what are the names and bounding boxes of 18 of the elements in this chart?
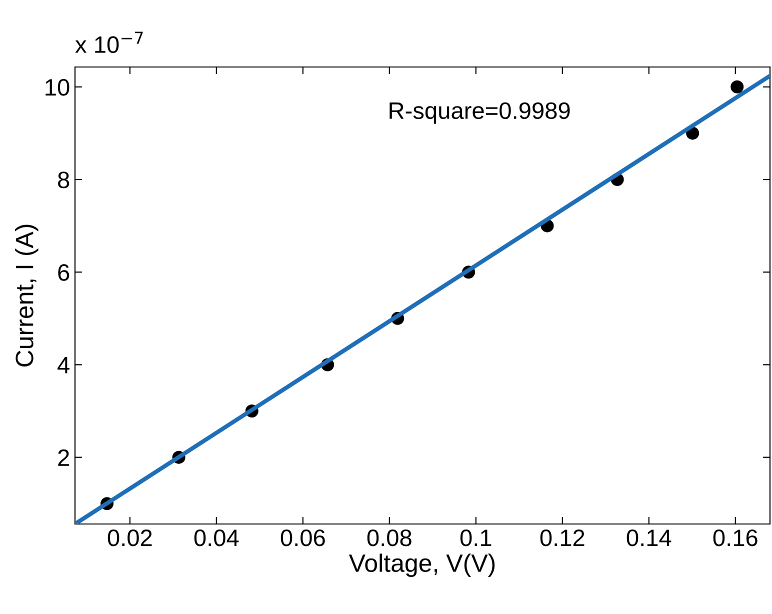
x-tick-label: 0.02 xyxy=(108,529,152,546)
x-tick-label: 0.12 xyxy=(540,529,584,546)
y-tick-label: 10 xyxy=(46,78,70,96)
x-tick-label: 0.06 xyxy=(280,529,325,546)
y-tick-label: 8 xyxy=(58,172,70,188)
x-tick-label: 0.14 xyxy=(626,529,672,546)
x-tick-label: 0.08 xyxy=(367,529,412,546)
x-tick-label: 0.16 xyxy=(713,529,758,546)
annotation: R-square=0.9989 xyxy=(390,102,570,124)
x-tick-label: 0.04 xyxy=(194,529,239,546)
text: x 10$^{−7}$ xyxy=(75,32,143,54)
point xyxy=(730,80,744,94)
x-tick-label: 0.1 xyxy=(460,529,492,546)
y-tick-label: 2 xyxy=(58,449,69,466)
y-tick-label: 6 xyxy=(58,264,70,281)
y-axis-title: Current, I (A) xyxy=(15,224,38,366)
x-axis-title: Voltage, V(V) xyxy=(348,554,495,577)
y-tick-label: 4 xyxy=(58,357,70,374)
